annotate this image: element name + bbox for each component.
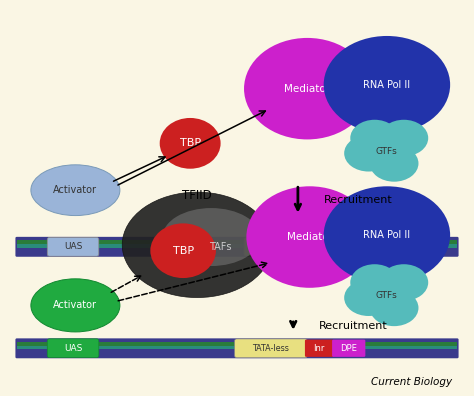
Ellipse shape — [244, 38, 371, 139]
FancyBboxPatch shape — [16, 338, 458, 358]
Bar — [17, 241, 457, 248]
Text: RNA Pol II: RNA Pol II — [364, 80, 410, 90]
Text: Mediator: Mediator — [284, 84, 330, 94]
Bar — [17, 240, 457, 244]
Ellipse shape — [344, 280, 393, 316]
Text: Inr: Inr — [313, 344, 325, 353]
FancyBboxPatch shape — [244, 237, 305, 256]
Bar — [17, 343, 457, 349]
Ellipse shape — [163, 208, 260, 266]
Text: GTFs: GTFs — [376, 291, 398, 300]
Ellipse shape — [122, 192, 272, 297]
Text: TATA-less: TATA-less — [253, 344, 290, 353]
FancyBboxPatch shape — [235, 339, 307, 358]
Text: TFIID: TFIID — [182, 189, 212, 202]
Ellipse shape — [31, 279, 120, 332]
Ellipse shape — [160, 118, 220, 169]
Ellipse shape — [370, 289, 419, 326]
FancyBboxPatch shape — [16, 237, 458, 257]
Ellipse shape — [350, 120, 399, 156]
FancyBboxPatch shape — [305, 340, 334, 357]
Ellipse shape — [246, 186, 373, 288]
Text: GTFs: GTFs — [376, 147, 398, 156]
Ellipse shape — [31, 165, 120, 215]
Text: Recruitment: Recruitment — [324, 195, 392, 205]
Ellipse shape — [150, 223, 216, 278]
Ellipse shape — [380, 264, 428, 301]
Text: RNA Pol II: RNA Pol II — [364, 230, 410, 240]
FancyBboxPatch shape — [47, 237, 99, 256]
Text: UAS: UAS — [64, 344, 82, 353]
Text: TBP: TBP — [180, 138, 201, 148]
Text: UAS: UAS — [64, 242, 82, 251]
FancyBboxPatch shape — [332, 340, 365, 357]
FancyBboxPatch shape — [47, 339, 99, 358]
Text: Recruitment: Recruitment — [319, 321, 388, 331]
Ellipse shape — [344, 135, 393, 171]
Ellipse shape — [324, 186, 450, 284]
Text: Mediator: Mediator — [287, 232, 333, 242]
Text: Activator: Activator — [54, 301, 97, 310]
Text: TAFs: TAFs — [210, 242, 232, 252]
Ellipse shape — [380, 120, 428, 156]
Text: TATA: TATA — [264, 242, 285, 251]
Text: TBP: TBP — [173, 246, 194, 256]
Ellipse shape — [370, 145, 419, 182]
Text: Activator: Activator — [54, 185, 97, 195]
Ellipse shape — [324, 36, 450, 133]
Bar — [17, 342, 457, 346]
Ellipse shape — [350, 264, 399, 301]
Text: DPE: DPE — [340, 344, 357, 353]
Text: Current Biology: Current Biology — [371, 377, 453, 387]
